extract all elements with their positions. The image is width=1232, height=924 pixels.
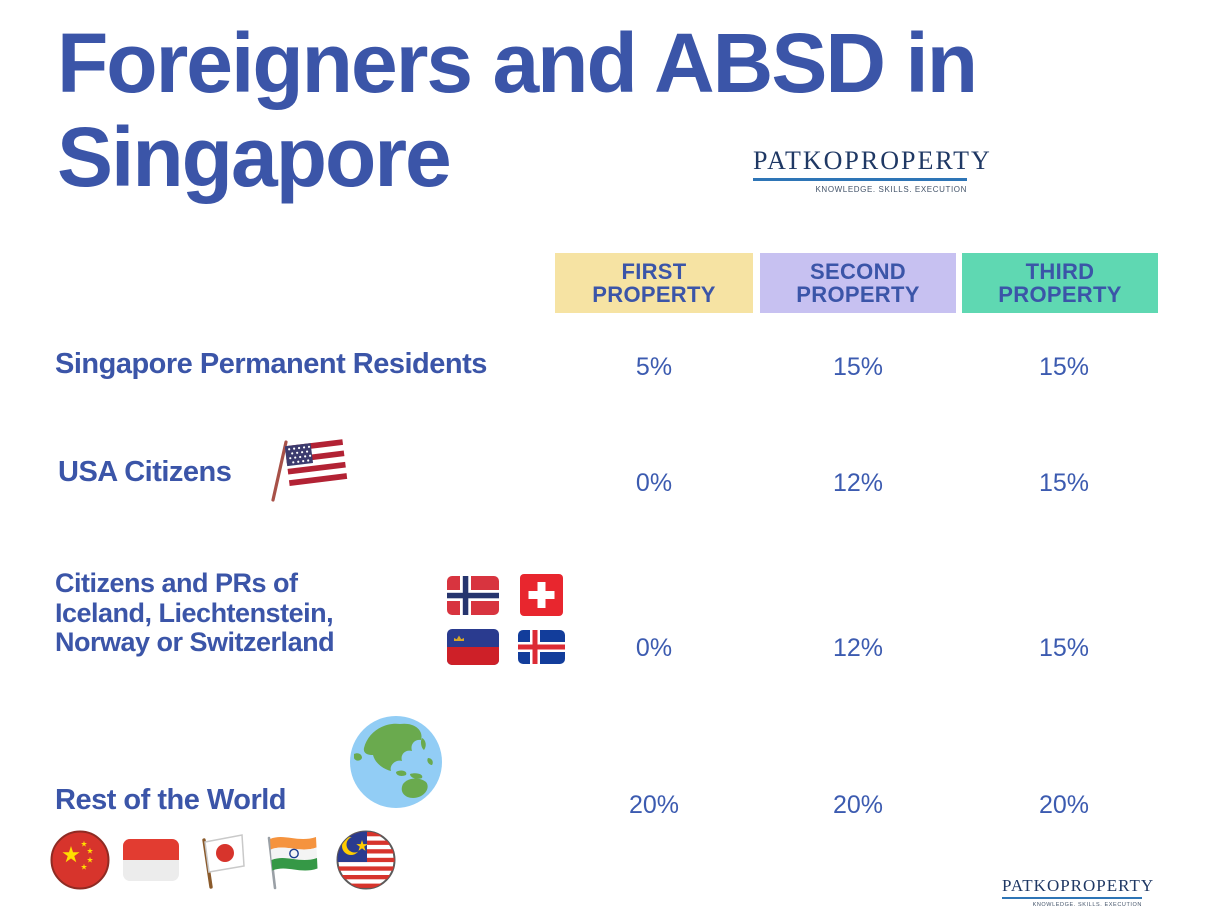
column-header-label: SECOND — [810, 258, 906, 284]
value-spr-third: 15% — [1038, 353, 1090, 381]
row-label-singapore-prs: Singapore Permanent Residents — [55, 348, 487, 380]
globe-asia-australia-icon — [348, 714, 444, 810]
column-header-label: PROPERTY — [592, 282, 716, 307]
switzerland-flag-icon — [519, 574, 563, 616]
column-header-label: PROPERTY — [998, 282, 1122, 307]
logo-underline — [753, 178, 967, 181]
column-header-label: THIRD — [1025, 258, 1095, 284]
column-header-second-property: SECOND PROPERTY — [760, 253, 956, 313]
indonesia-flag-icon — [123, 839, 179, 881]
value-usa-third: 15% — [1038, 469, 1090, 497]
patkoproperty-logo-bottom: PATKOPROPERTY KNOWLEDGE. SKILLS. EXECUTI… — [1002, 876, 1155, 908]
column-header-label: FIRST — [621, 258, 687, 284]
page-title: Foreigners and ABSD in Singapore — [57, 16, 1177, 204]
logo-wordmark: PATKOPROPERTY — [753, 146, 992, 175]
value-row-first: 20% — [628, 791, 680, 819]
logo-underline — [1002, 897, 1142, 899]
norway-flag-icon — [447, 575, 499, 615]
page-title-line2: Singapore — [57, 110, 452, 205]
column-header-first-property: FIRST PROPERTY — [555, 253, 753, 313]
value-efta-second: 12% — [832, 634, 884, 662]
japan-flag-icon — [192, 830, 248, 890]
value-efta-third: 15% — [1038, 634, 1090, 662]
india-flag-icon — [261, 830, 323, 890]
page-title-line1: Foreigners and ABSD in — [57, 16, 978, 110]
row-label-line: Citizens and PRs of — [55, 568, 298, 598]
patkoproperty-logo-top: PATKOPROPERTY KNOWLEDGE. SKILLS. EXECUTI… — [753, 146, 992, 194]
row-label-efta-citizens: Citizens and PRs of Iceland, Liechtenste… — [55, 568, 335, 658]
value-usa-first: 0% — [635, 469, 673, 497]
value-spr-first: 5% — [635, 353, 673, 381]
efta-flags-group — [446, 574, 565, 668]
row-label-line: Norway or Switzerland — [55, 627, 335, 658]
liechtenstein-flag-icon — [447, 629, 499, 665]
value-efta-first: 0% — [635, 634, 673, 662]
value-usa-second: 12% — [832, 469, 884, 497]
row-label-usa-citizens: USA Citizens — [58, 456, 232, 488]
usa-flag-icon — [263, 436, 349, 506]
value-row-third: 20% — [1038, 791, 1090, 819]
malaysia-flag-icon — [336, 830, 396, 890]
value-spr-second: 15% — [832, 353, 884, 381]
row-label-rest-of-world: Rest of the World — [55, 784, 287, 816]
world-flags-group — [50, 830, 396, 890]
value-row-second: 20% — [832, 791, 884, 819]
iceland-flag-icon — [517, 630, 565, 664]
logo-wordmark: PATKOPROPERTY — [1002, 876, 1155, 895]
logo-tagline: KNOWLEDGE. SKILLS. EXECUTION — [815, 185, 967, 194]
column-header-third-property: THIRD PROPERTY — [962, 253, 1158, 313]
row-label-line: Iceland, Liechtenstein, — [55, 597, 334, 628]
china-flag-icon — [50, 830, 110, 890]
column-header-label: PROPERTY — [796, 282, 920, 307]
logo-tagline: KNOWLEDGE. SKILLS. EXECUTION — [1032, 902, 1142, 908]
